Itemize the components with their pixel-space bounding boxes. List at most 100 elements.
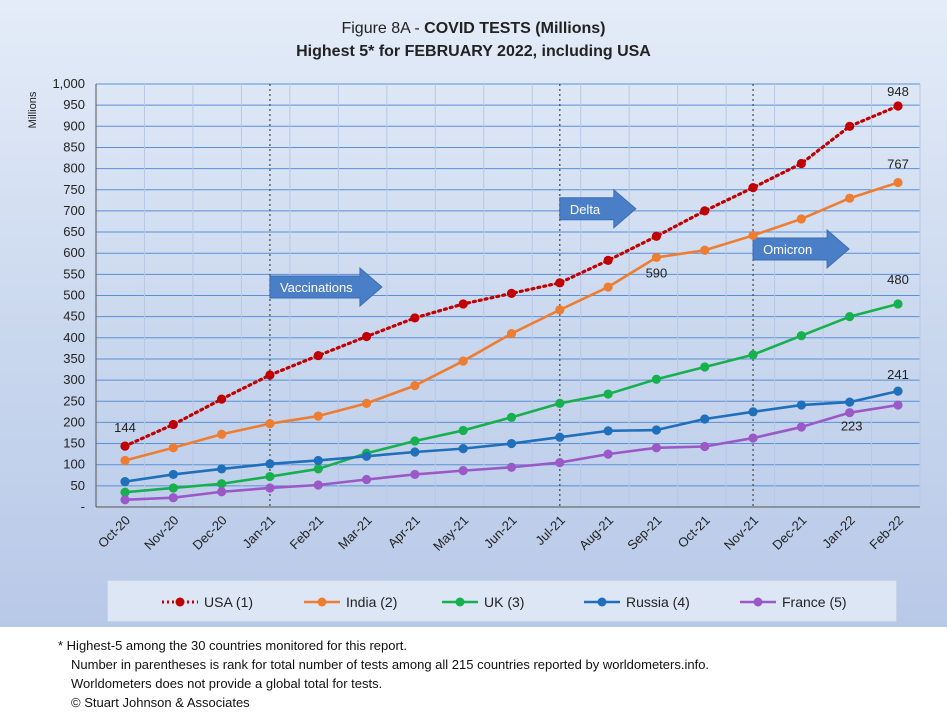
series-point [796,400,806,410]
series-point [603,282,613,292]
series-point [313,350,323,361]
y-tick-label: 450 [63,309,85,324]
legend-label-india: India (2) [346,594,398,611]
legend-swatch-india [302,595,342,609]
series-point [700,245,710,255]
series-point [217,479,227,489]
data-label: 948 [887,84,909,99]
series-point [313,480,323,490]
series-point [506,462,517,472]
label-layer: 144 948 767 590 480 241 223 [114,84,909,435]
y-tick-label: 750 [63,182,85,197]
series-point [217,429,227,439]
y-tick-label: 600 [63,245,85,260]
x-tick-label: Nov-21 [721,513,761,553]
x-tick-label: Dec-20 [189,513,229,553]
series-point [506,438,517,449]
legend-item-russia: Russia (4) [582,593,690,611]
legend-item-usa: USA (1) [160,593,253,611]
series-point [410,436,420,446]
legend-item-france: France (5) [738,593,847,611]
chart-title-bold: COVID TESTS (Millions) [424,20,606,37]
x-tick-label: Nov-20 [141,513,181,553]
series-layer [120,101,903,505]
legend-label-uk: UK (3) [484,594,525,611]
y-tick-label: 550 [63,266,85,281]
series-point [748,433,758,443]
series-point [313,455,323,466]
y-axis-title: Millions [27,91,39,128]
x-tick-label: Jan-21 [239,513,278,552]
series-point [168,469,178,480]
series-point [458,444,468,454]
x-tick-label: Feb-22 [866,513,906,553]
legend-swatch-usa [160,595,200,609]
y-tick-label: 900 [63,118,85,133]
data-label: 480 [887,272,909,287]
series-point [893,299,903,309]
series-point [217,394,227,404]
series-point [313,411,323,421]
footnote-block: * Highest-5 among the 30 countries monit… [58,636,709,712]
series-point [361,398,372,408]
y-tick-label: - [81,499,85,514]
series-point [845,312,855,322]
x-tick-label: Jun-21 [481,513,520,552]
footnote-line-3: Worldometers does not provide a global t… [71,676,383,691]
series-point [168,483,178,493]
data-label: 767 [887,157,909,172]
annotation-layer: Vaccinations Delta Omicron [269,188,850,308]
y-tick-label: 150 [63,436,85,451]
y-tick-label: 500 [63,288,85,303]
annotation-label: Delta [570,202,601,217]
series-point [748,350,758,360]
legend-label-usa: USA (1) [204,594,254,611]
series-point [410,469,420,480]
series-point [555,398,565,408]
legend-swatch-uk [440,595,480,609]
chart-title: Figure 8A - COVID TESTS (Millions) [0,20,947,38]
series-point [651,443,662,453]
series-point [796,422,806,432]
series-point [603,255,613,265]
data-label: 241 [887,367,909,382]
annotation-label: Vaccinations [280,280,353,295]
series-point [361,474,372,485]
legend: USA (1) India (2) UK (3) Russia (4) Fran… [107,580,897,622]
series-point [893,386,903,396]
legend-item-uk: UK (3) [440,593,524,611]
series-point [120,455,130,466]
x-tick-label: Dec-21 [769,513,809,553]
y-tick-label: 50 [71,478,85,493]
series-point [265,419,275,429]
series-point [458,356,468,366]
series-point [458,299,468,309]
legend-label-france: France (5) [782,594,847,611]
y-tick-label: 350 [63,351,85,366]
y-tick-label: 300 [63,372,85,387]
series-point [555,457,565,468]
series-point [748,230,758,241]
series-point [651,425,662,435]
series-point [603,426,613,436]
series-point [893,400,903,410]
series-point [700,414,710,424]
series-point [217,487,227,497]
series-point [555,432,565,442]
series-point [506,288,517,298]
chart-subtitle: Highest 5* for FEBRUARY 2022, including … [296,43,651,60]
series-point [217,464,227,474]
series-point [361,451,372,461]
series-point [796,158,806,169]
y-tick-label: 800 [63,161,85,176]
series-point [120,487,130,497]
y-tick-label: 200 [63,414,85,429]
x-tick-label: May-21 [430,513,471,554]
series-point [313,464,323,474]
series-point [845,193,855,203]
series-point [555,305,565,315]
y-tick-label: 1,000 [52,76,85,91]
series-point [796,331,806,341]
series-point [361,331,372,342]
series-point [410,380,420,391]
